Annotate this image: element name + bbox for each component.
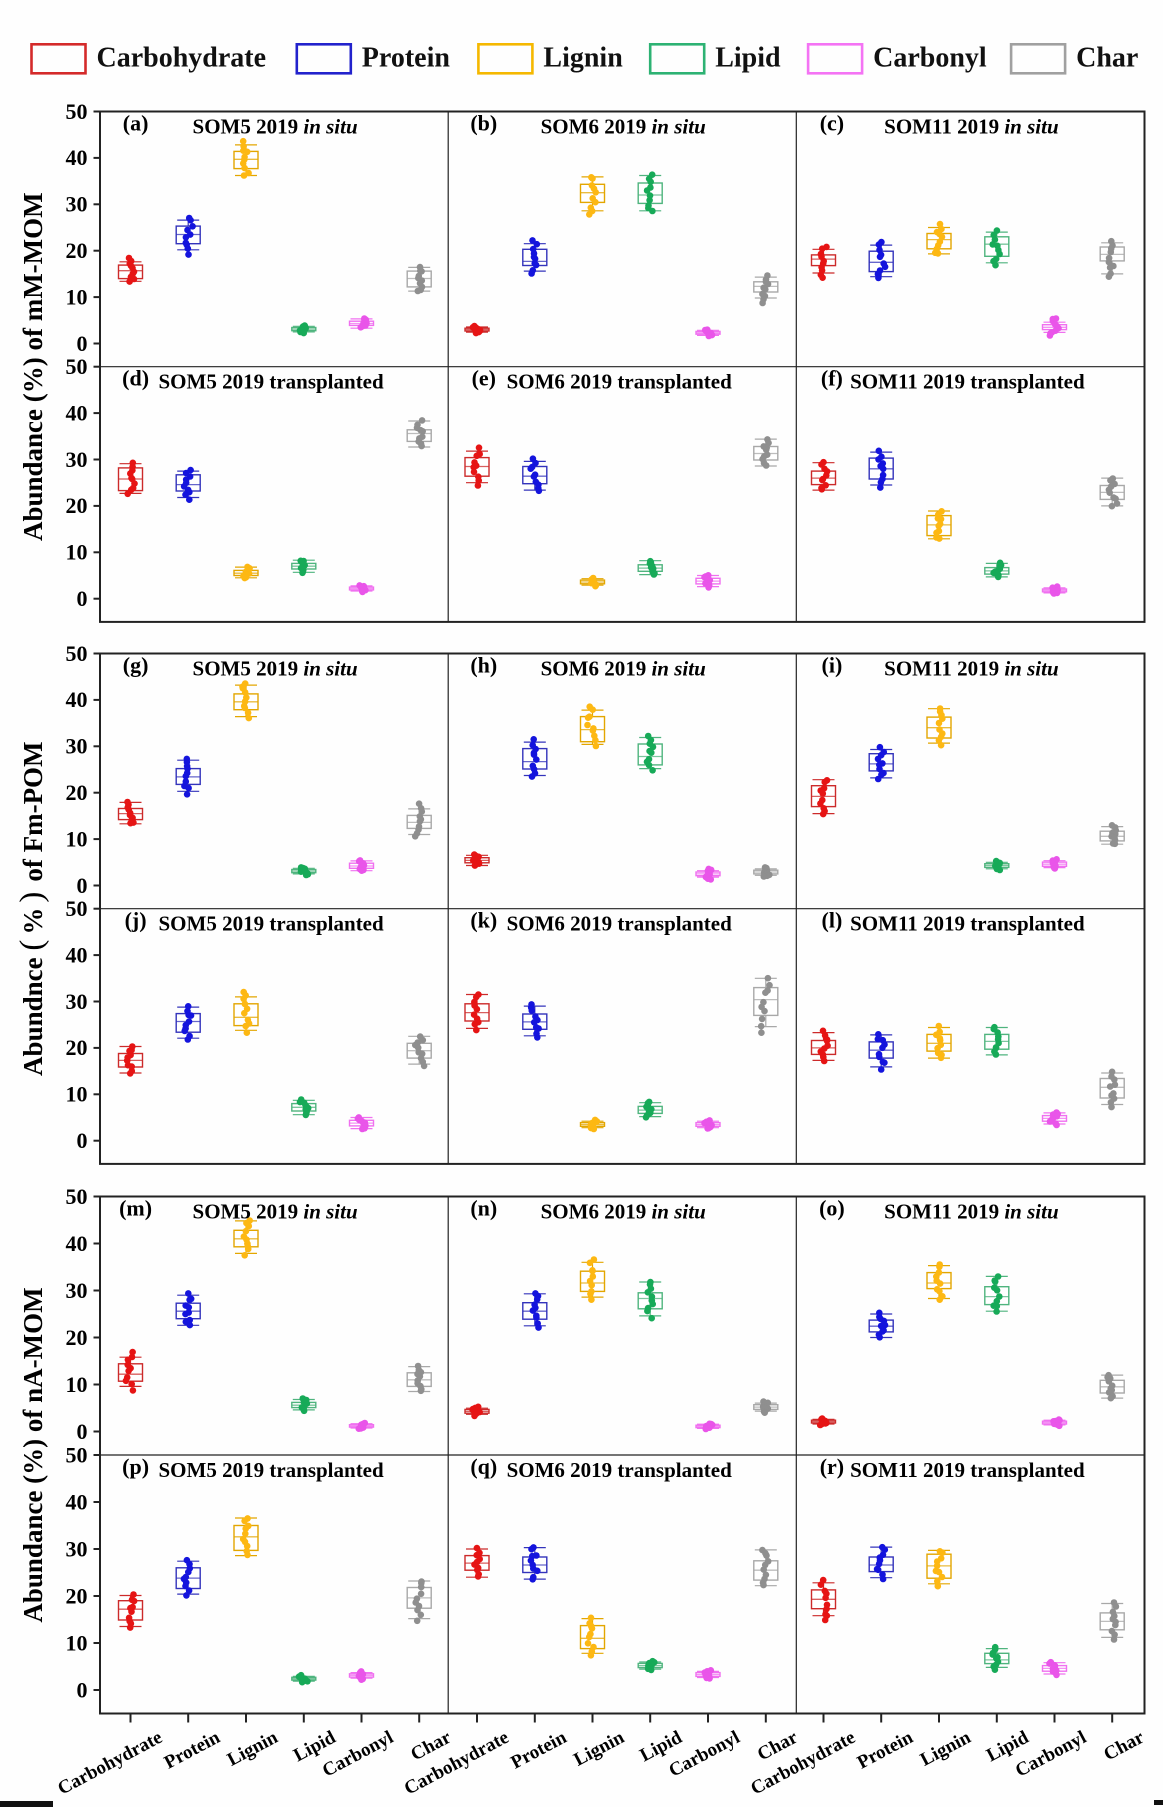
svg-text:SOM6 2019 in situ: SOM6 2019 in situ bbox=[541, 657, 706, 681]
svg-text:SOM11 2019 transplanted: SOM11 2019 transplanted bbox=[850, 912, 1085, 936]
svg-text:50: 50 bbox=[66, 896, 88, 921]
svg-text:SOM11 2019 in situ: SOM11 2019 in situ bbox=[884, 115, 1058, 139]
svg-text:Char: Char bbox=[1076, 43, 1138, 74]
svg-text:(q): (q) bbox=[470, 1454, 497, 1479]
svg-text:10: 10 bbox=[66, 1630, 88, 1655]
svg-text:SOM5 2019 in situ: SOM5 2019 in situ bbox=[193, 657, 358, 681]
svg-text:Carbonyl: Carbonyl bbox=[873, 43, 987, 74]
svg-text:40: 40 bbox=[66, 942, 88, 967]
svg-text:30: 30 bbox=[66, 1536, 88, 1561]
svg-text:Abundnce (%)of Fm-POM: Abundnce (%)of Fm-POM bbox=[14, 741, 50, 1075]
svg-text:SOM5 2019 in situ: SOM5 2019 in situ bbox=[193, 115, 358, 139]
svg-text:30: 30 bbox=[66, 989, 88, 1014]
svg-text:Protein: Protein bbox=[362, 43, 451, 74]
svg-text:(g): (g) bbox=[123, 653, 149, 678]
svg-text:20: 20 bbox=[66, 1583, 88, 1608]
svg-text:(o): (o) bbox=[819, 1196, 845, 1221]
svg-text:0: 0 bbox=[77, 1128, 88, 1153]
svg-text:SOM11 2019 transplanted: SOM11 2019 transplanted bbox=[850, 1458, 1085, 1482]
svg-text:30: 30 bbox=[66, 1278, 88, 1303]
svg-text:SOM5 2019 transplanted: SOM5 2019 transplanted bbox=[159, 1458, 385, 1482]
svg-text:0: 0 bbox=[77, 586, 88, 611]
svg-text:20: 20 bbox=[66, 1325, 88, 1350]
svg-text:(j): (j) bbox=[125, 908, 147, 933]
svg-text:0: 0 bbox=[77, 331, 88, 356]
svg-text:SOM6 2019 in situ: SOM6 2019 in situ bbox=[541, 1200, 706, 1224]
svg-text:0: 0 bbox=[77, 1419, 88, 1444]
svg-text:40: 40 bbox=[66, 400, 88, 425]
svg-text:50: 50 bbox=[66, 99, 88, 124]
svg-text:50: 50 bbox=[66, 1184, 88, 1209]
svg-text:50: 50 bbox=[66, 354, 88, 379]
svg-text:(b): (b) bbox=[470, 111, 497, 136]
svg-text:30: 30 bbox=[66, 447, 88, 472]
svg-text:Abundance (%) of mM-MOM: Abundance (%) of mM-MOM bbox=[18, 192, 48, 541]
svg-text:SOM11 2019 in situ: SOM11 2019 in situ bbox=[884, 657, 1058, 681]
svg-text:SOM5 2019 in situ: SOM5 2019 in situ bbox=[193, 1200, 358, 1224]
svg-text:(k): (k) bbox=[470, 908, 497, 933]
svg-text:Lipid: Lipid bbox=[715, 43, 781, 74]
svg-text:Lignin: Lignin bbox=[543, 43, 623, 74]
svg-text:SOM11 2019 transplanted: SOM11 2019 transplanted bbox=[850, 370, 1085, 394]
svg-text:10: 10 bbox=[66, 1372, 88, 1397]
svg-text:SOM5 2019 transplanted: SOM5 2019 transplanted bbox=[159, 912, 385, 936]
svg-text:40: 40 bbox=[66, 1231, 88, 1256]
svg-text:(p): (p) bbox=[122, 1454, 149, 1479]
svg-text:10: 10 bbox=[66, 284, 88, 309]
svg-text:20: 20 bbox=[66, 238, 88, 263]
svg-text:0: 0 bbox=[77, 873, 88, 898]
svg-text:30: 30 bbox=[66, 734, 88, 759]
svg-text:(r): (r) bbox=[820, 1454, 844, 1479]
svg-text:40: 40 bbox=[66, 1489, 88, 1514]
svg-text:10: 10 bbox=[66, 540, 88, 565]
svg-text:Carbohydrate: Carbohydrate bbox=[97, 43, 267, 74]
svg-text:10: 10 bbox=[66, 826, 88, 851]
svg-text:(c): (c) bbox=[820, 111, 844, 136]
svg-text:(h): (h) bbox=[470, 653, 497, 678]
svg-text:SOM6 2019 transplanted: SOM6 2019 transplanted bbox=[507, 1458, 733, 1482]
svg-text:40: 40 bbox=[66, 145, 88, 170]
svg-text:(e): (e) bbox=[472, 366, 496, 391]
svg-text:40: 40 bbox=[66, 687, 88, 712]
svg-text:20: 20 bbox=[66, 493, 88, 518]
svg-text:50: 50 bbox=[66, 641, 88, 666]
svg-text:(d): (d) bbox=[122, 366, 149, 391]
svg-text:SOM6 2019 transplanted: SOM6 2019 transplanted bbox=[507, 912, 733, 936]
svg-text:SOM5 2019 transplanted: SOM5 2019 transplanted bbox=[159, 370, 385, 394]
svg-text:(f): (f) bbox=[821, 366, 843, 391]
svg-text:30: 30 bbox=[66, 192, 88, 217]
svg-text:0: 0 bbox=[77, 1677, 88, 1702]
svg-text:(a): (a) bbox=[123, 111, 149, 136]
svg-text:(n): (n) bbox=[470, 1196, 497, 1221]
svg-text:SOM11 2019 in situ: SOM11 2019 in situ bbox=[884, 1200, 1058, 1224]
svg-text:10: 10 bbox=[66, 1082, 88, 1107]
svg-text:SOM6 2019 transplanted: SOM6 2019 transplanted bbox=[507, 370, 733, 394]
svg-text:Abundance (%) of nA-MOM: Abundance (%) of nA-MOM bbox=[18, 1287, 48, 1622]
svg-text:20: 20 bbox=[66, 1035, 88, 1060]
svg-text:(i): (i) bbox=[822, 653, 843, 678]
svg-text:SOM6 2019 in situ: SOM6 2019 in situ bbox=[541, 115, 706, 139]
svg-text:20: 20 bbox=[66, 780, 88, 805]
svg-text:50: 50 bbox=[66, 1442, 88, 1467]
svg-text:(m): (m) bbox=[119, 1196, 152, 1221]
svg-text:(l): (l) bbox=[822, 908, 843, 933]
